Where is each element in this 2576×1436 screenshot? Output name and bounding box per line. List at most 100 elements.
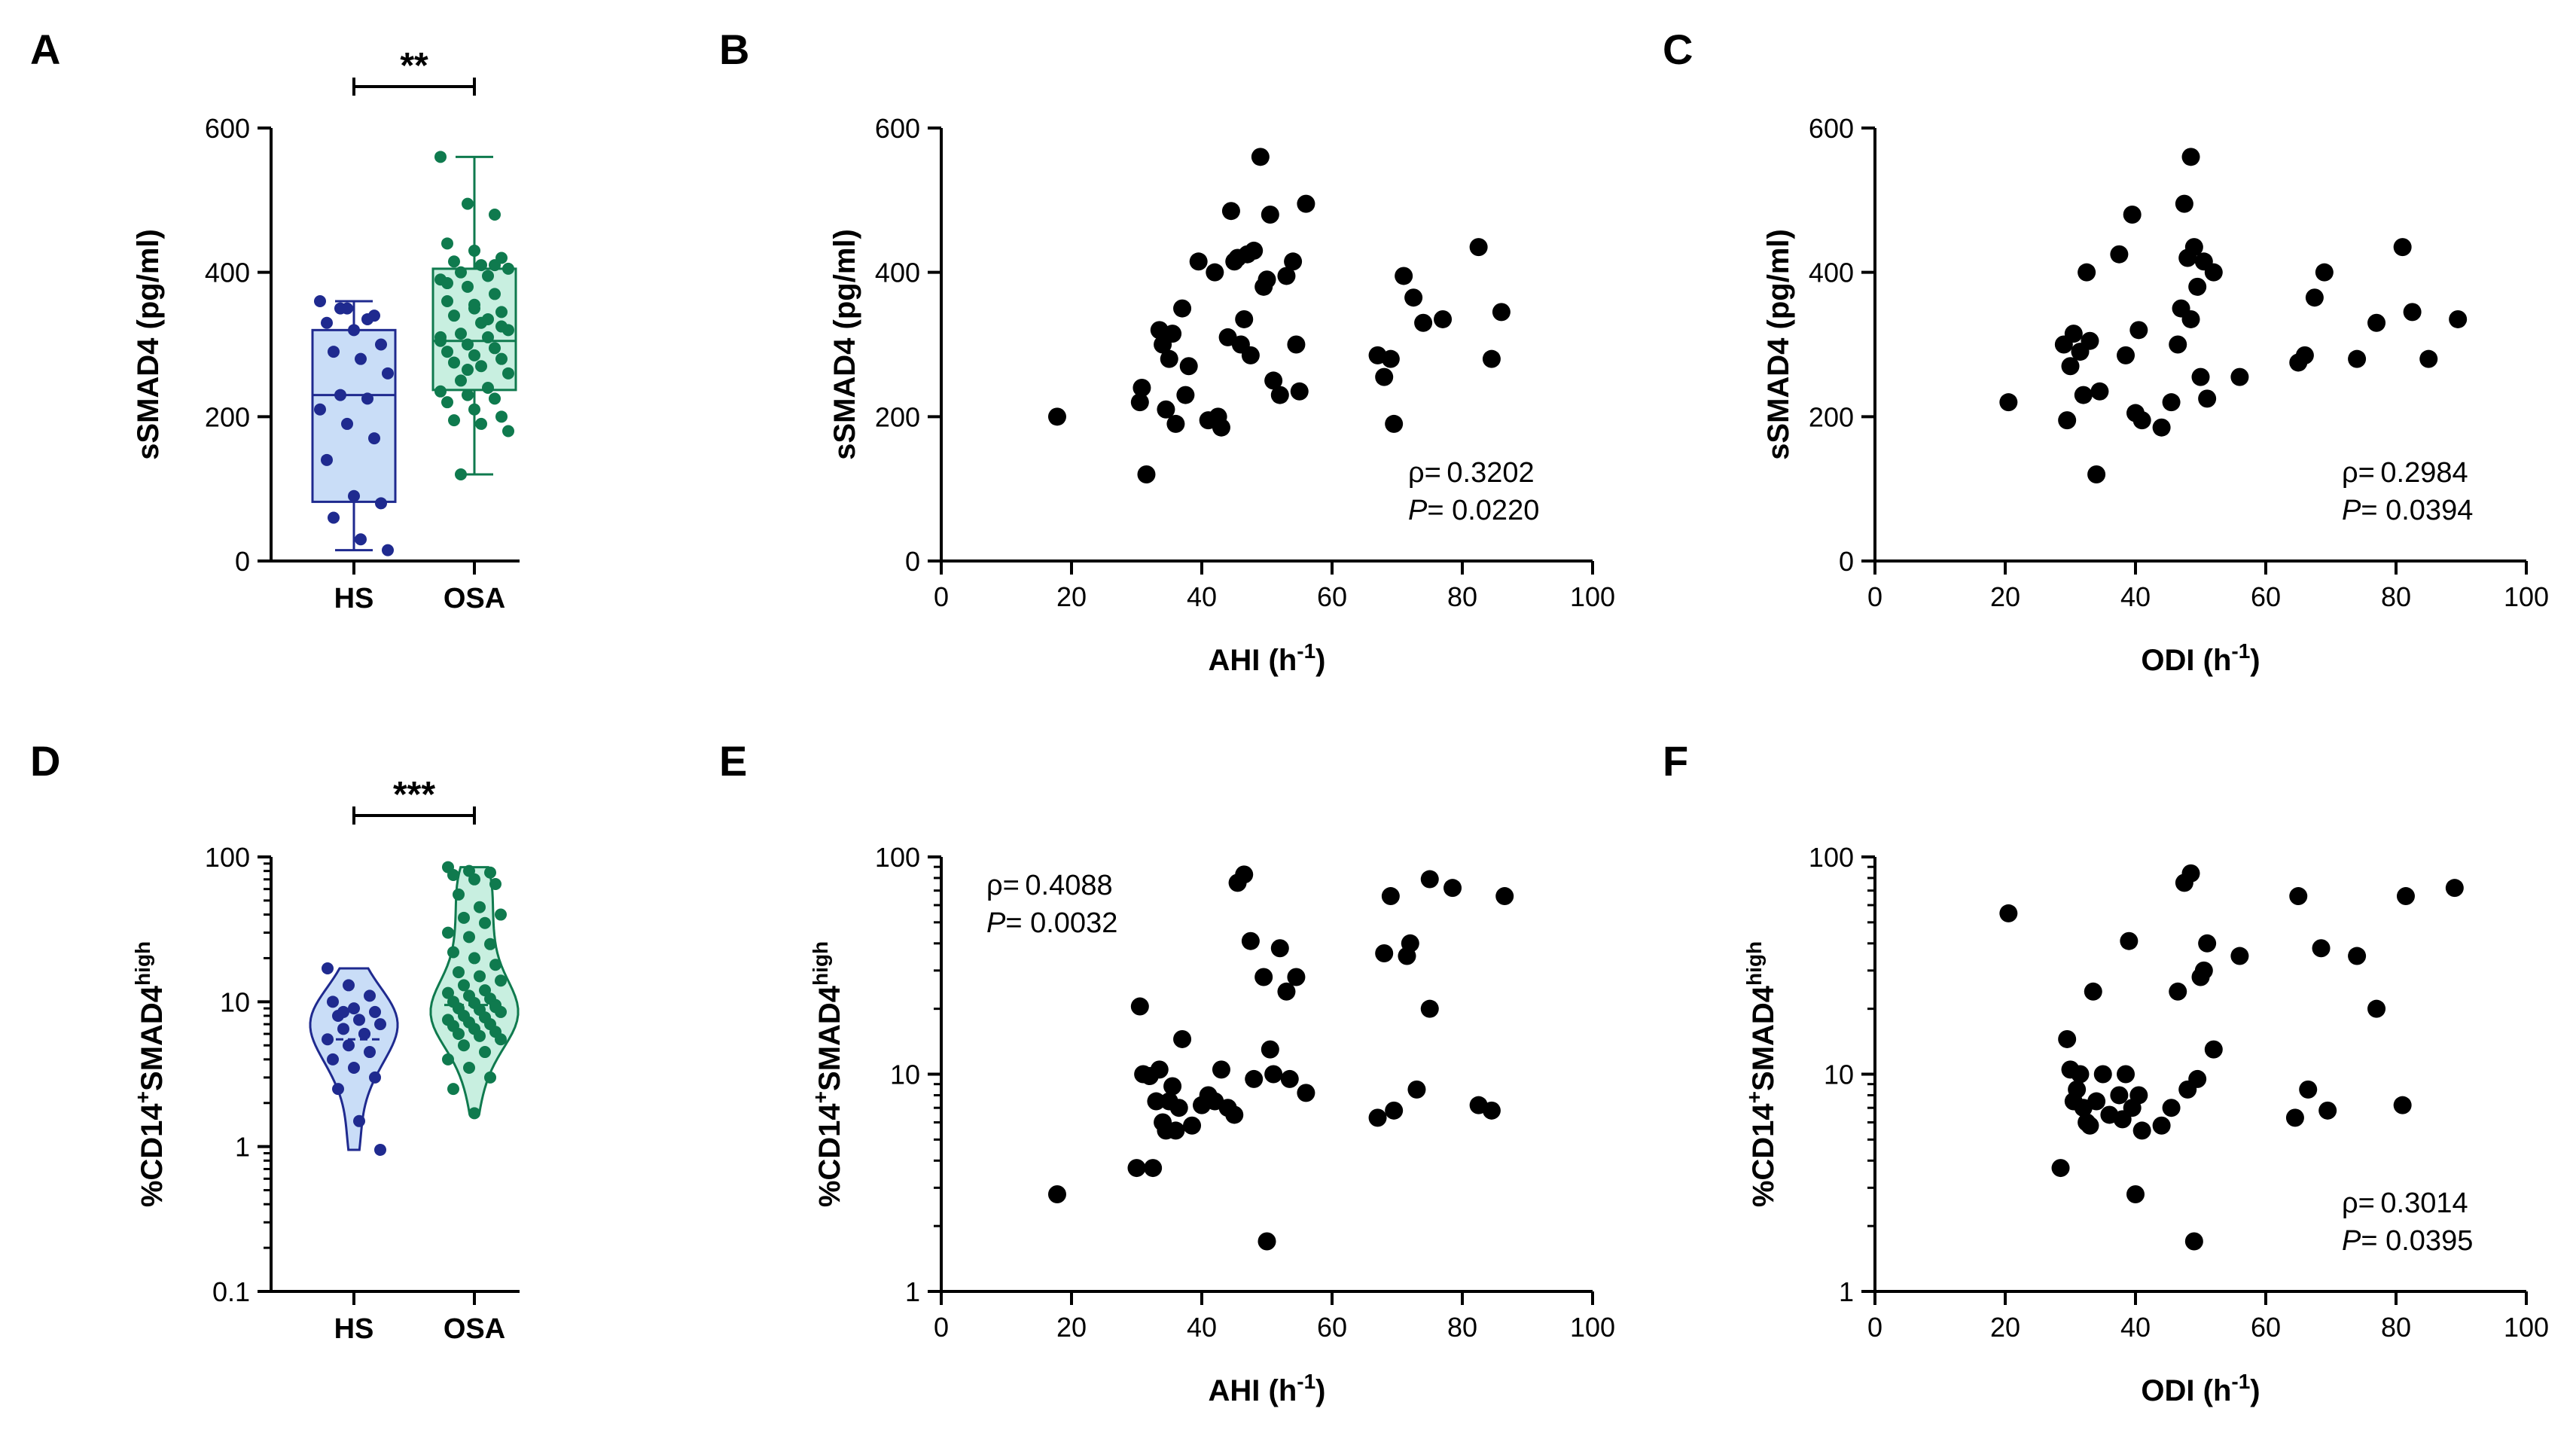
x-tick-label: 20 (1990, 581, 2020, 612)
data-point (2078, 263, 2096, 282)
data-point (462, 338, 474, 351)
significance-label: ** (400, 46, 428, 86)
data-point (2393, 238, 2412, 257)
data-point (341, 417, 353, 430)
data-point (2230, 367, 2249, 386)
data-point (1270, 939, 1289, 958)
data-point (468, 349, 480, 361)
data-point (495, 908, 507, 921)
data-point (2061, 357, 2080, 376)
data-point (2305, 288, 2324, 307)
data-point (2084, 982, 2102, 1001)
data-point (1221, 202, 1240, 221)
y-tick-label: 200 (875, 401, 920, 432)
data-point (337, 1005, 349, 1018)
data-point (1245, 1069, 1264, 1088)
data-point (1297, 1084, 1315, 1102)
category-label: HS (334, 583, 374, 614)
data-point (2188, 1069, 2207, 1088)
violin-OSA (429, 866, 520, 1114)
data-point (1258, 270, 1276, 289)
data-point (448, 356, 460, 369)
data-point (447, 946, 459, 959)
data-point (475, 259, 487, 272)
stat-rho: ρ= 0.3202 (1408, 457, 1535, 489)
data-point (375, 497, 387, 510)
data-point (2058, 1029, 2077, 1048)
x-axis-title: ODI (h-1) (2141, 639, 2260, 677)
data-point (2181, 148, 2200, 166)
data-point (1482, 349, 1501, 368)
data-point (375, 338, 387, 351)
data-point (482, 313, 494, 325)
data-point (382, 367, 394, 380)
data-point (458, 1039, 470, 1052)
data-point (1443, 879, 1462, 898)
data-point (1284, 252, 1303, 271)
data-point (1385, 1101, 1404, 1120)
data-point (374, 1018, 386, 1031)
data-point (479, 1046, 491, 1059)
x-tick-label: 100 (2504, 1312, 2549, 1343)
data-point (2289, 887, 2308, 906)
y-tick-label: 10 (220, 986, 250, 1017)
data-point (458, 911, 470, 924)
panel-letter: B (719, 26, 749, 73)
data-point (1368, 1108, 1387, 1127)
panel-letter: D (30, 737, 60, 785)
y-tick-label: 400 (205, 258, 250, 288)
data-point (1492, 303, 1511, 322)
data-point (314, 403, 326, 416)
data-point (495, 1033, 507, 1046)
data-point (1407, 1080, 1426, 1099)
data-point (468, 403, 480, 416)
x-title-part: AHI (h (1209, 644, 1297, 677)
data-point (495, 352, 508, 365)
data-point (453, 1028, 465, 1041)
x-tick-label: 0 (934, 1312, 949, 1343)
data-point (1160, 349, 1178, 368)
x-title-part: ODI (h (2141, 1374, 2231, 1407)
y-tick-label: 200 (1809, 401, 1854, 432)
data-point (2087, 1092, 2106, 1111)
x-tick-label: 20 (1056, 1312, 1087, 1343)
y-tick-label: 0.1 (212, 1276, 250, 1307)
data-point (489, 342, 501, 355)
x-tick-label: 60 (1317, 1312, 1347, 1343)
data-point (337, 1023, 349, 1035)
x-title-part: ) (1315, 1374, 1325, 1407)
data-point (1173, 299, 1192, 318)
data-point (2312, 939, 2331, 958)
data-point (2081, 1116, 2099, 1135)
data-point (348, 324, 360, 337)
data-point (332, 1083, 344, 1096)
y-tick-label: 0 (235, 546, 250, 577)
data-point (364, 1046, 376, 1059)
data-point (369, 1005, 381, 1018)
stat-rho: ρ= 0.2984 (2342, 457, 2468, 489)
data-point (2449, 309, 2468, 328)
data-point (489, 259, 501, 272)
data-point (1385, 414, 1404, 433)
data-point (482, 270, 494, 282)
data-point (468, 244, 480, 257)
y-tick-label: 1 (905, 1276, 920, 1307)
panel-D: D 0.1 1 10 100 %CD14+SMAD4high HS OSA *** (30, 737, 520, 1345)
data-point (2204, 1040, 2223, 1059)
data-point (1395, 267, 1413, 285)
x-tick-label: 20 (1056, 581, 1087, 612)
data-point (463, 931, 475, 944)
data-point (1469, 238, 1488, 257)
data-point (434, 331, 447, 343)
data-point (462, 389, 474, 401)
data-point (2198, 389, 2217, 408)
data-point (455, 374, 467, 387)
y-title-part: %CD14 (813, 1103, 846, 1208)
y-tick-label: 100 (205, 842, 250, 873)
data-point (2129, 1086, 2148, 1105)
data-point (1163, 325, 1182, 343)
panel-F: F 1 10 100 %CD14+SMAD4high 0 20 40 60 80 100 ODI (h… (1663, 737, 2549, 1407)
data-point (328, 346, 340, 358)
data-point (1401, 934, 1419, 953)
data-point (468, 298, 480, 311)
